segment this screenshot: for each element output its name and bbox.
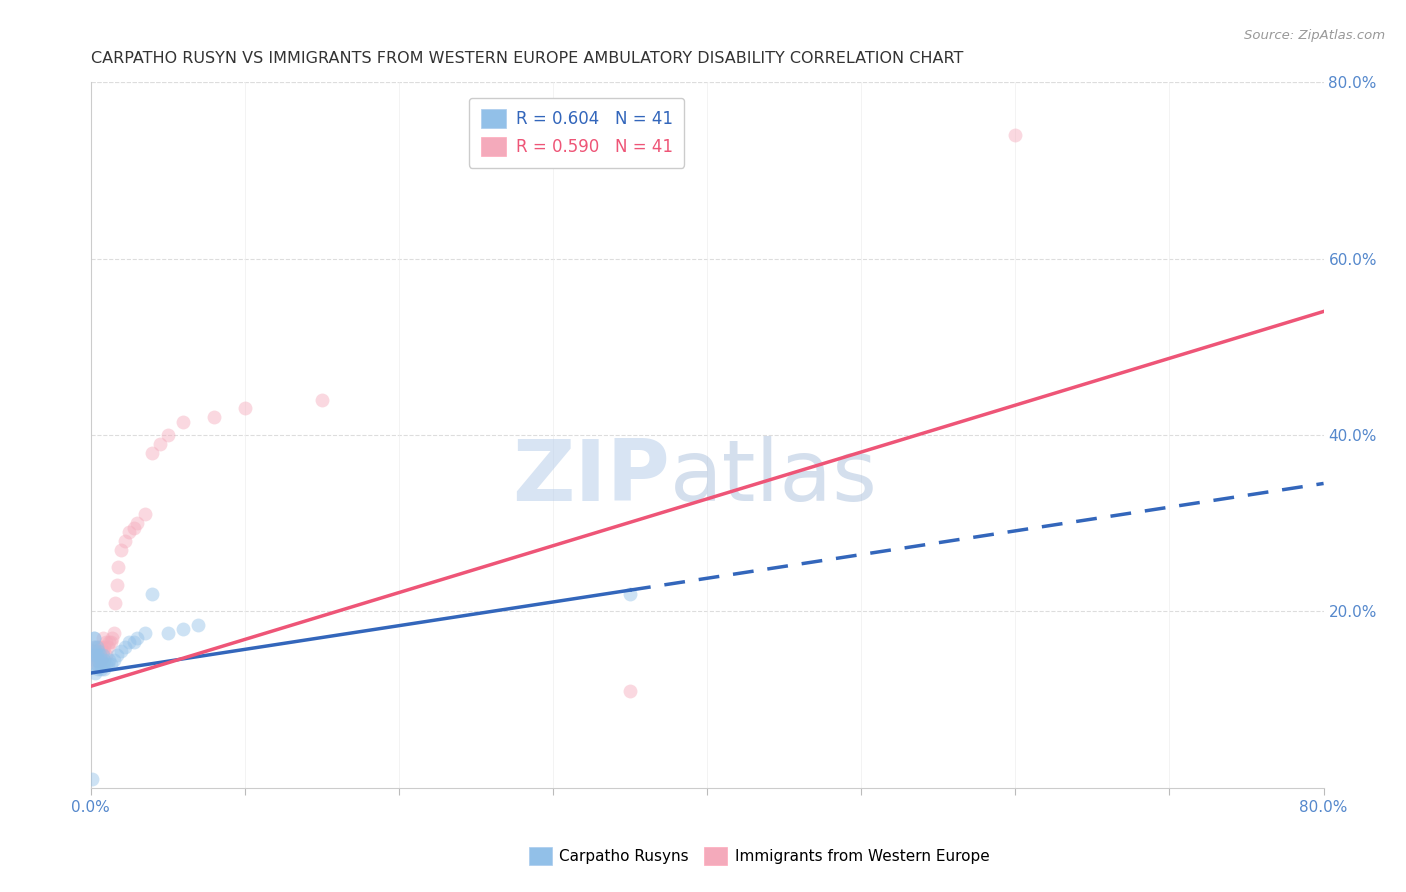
Point <box>134 626 156 640</box>
Point <box>114 533 136 548</box>
Point <box>93 653 115 667</box>
Point <box>86 640 108 654</box>
Point <box>91 657 114 672</box>
Point <box>87 653 110 667</box>
Point <box>87 640 110 654</box>
Point <box>122 520 145 534</box>
Point <box>103 653 125 667</box>
Point <box>110 542 132 557</box>
Point <box>82 644 104 658</box>
Point <box>141 445 163 459</box>
Point <box>90 653 112 667</box>
Point <box>105 578 128 592</box>
Point <box>93 653 115 667</box>
Point <box>89 644 111 658</box>
Point <box>172 415 194 429</box>
Point <box>311 392 333 407</box>
Point <box>86 657 108 672</box>
Point <box>89 657 111 672</box>
Point <box>107 560 129 574</box>
Point <box>100 635 122 649</box>
Point <box>103 626 125 640</box>
Point <box>83 631 105 645</box>
Point <box>619 683 641 698</box>
Point <box>156 428 179 442</box>
Point <box>94 635 117 649</box>
Point <box>83 648 105 663</box>
Point <box>233 401 256 416</box>
Point <box>100 657 122 672</box>
Point <box>84 653 107 667</box>
Point <box>104 595 127 609</box>
Text: CARPATHO RUSYN VS IMMIGRANTS FROM WESTERN EUROPE AMBULATORY DISABILITY CORRELATI: CARPATHO RUSYN VS IMMIGRANTS FROM WESTER… <box>90 51 963 66</box>
Point <box>87 653 110 667</box>
Point <box>87 644 110 658</box>
Point <box>134 508 156 522</box>
Point <box>114 640 136 654</box>
Point <box>97 640 120 654</box>
Point <box>86 657 108 672</box>
Point <box>84 666 107 681</box>
Point <box>82 644 104 658</box>
Text: Source: ZipAtlas.com: Source: ZipAtlas.com <box>1244 29 1385 42</box>
Point <box>93 640 115 654</box>
Point <box>187 617 209 632</box>
Point <box>89 657 111 672</box>
Point <box>84 644 107 658</box>
Point <box>149 436 172 450</box>
Point <box>86 648 108 663</box>
Point <box>83 640 105 654</box>
Text: atlas: atlas <box>671 436 879 519</box>
Legend: R = 0.604   N = 41, R = 0.590   N = 41: R = 0.604 N = 41, R = 0.590 N = 41 <box>468 97 685 168</box>
Point <box>89 648 111 663</box>
Point <box>90 640 112 654</box>
Point <box>101 631 124 645</box>
Point <box>122 635 145 649</box>
Point <box>125 516 148 530</box>
Point <box>83 631 105 645</box>
Point <box>118 635 141 649</box>
Point <box>98 653 121 667</box>
Point <box>90 662 112 676</box>
Point <box>619 587 641 601</box>
Point <box>84 653 107 667</box>
Point <box>125 631 148 645</box>
Point <box>91 648 114 663</box>
Point <box>94 657 117 672</box>
Point <box>84 640 107 654</box>
Point <box>86 644 108 658</box>
Point <box>156 626 179 640</box>
Point <box>172 622 194 636</box>
Point <box>91 631 114 645</box>
Point <box>94 648 117 663</box>
Point <box>98 635 121 649</box>
Point <box>82 657 104 672</box>
Point <box>1004 128 1026 142</box>
Point <box>90 653 112 667</box>
Point <box>82 772 104 786</box>
Point <box>202 410 225 425</box>
Point <box>84 648 107 663</box>
Point <box>97 657 120 672</box>
Point <box>105 648 128 663</box>
Text: ZIP: ZIP <box>512 436 671 519</box>
Point <box>87 662 110 676</box>
Point <box>93 662 115 676</box>
Point <box>91 644 114 658</box>
Point <box>141 587 163 601</box>
Legend: Carpatho Rusyns, Immigrants from Western Europe: Carpatho Rusyns, Immigrants from Western… <box>523 841 995 871</box>
Point <box>110 644 132 658</box>
Point <box>118 524 141 539</box>
